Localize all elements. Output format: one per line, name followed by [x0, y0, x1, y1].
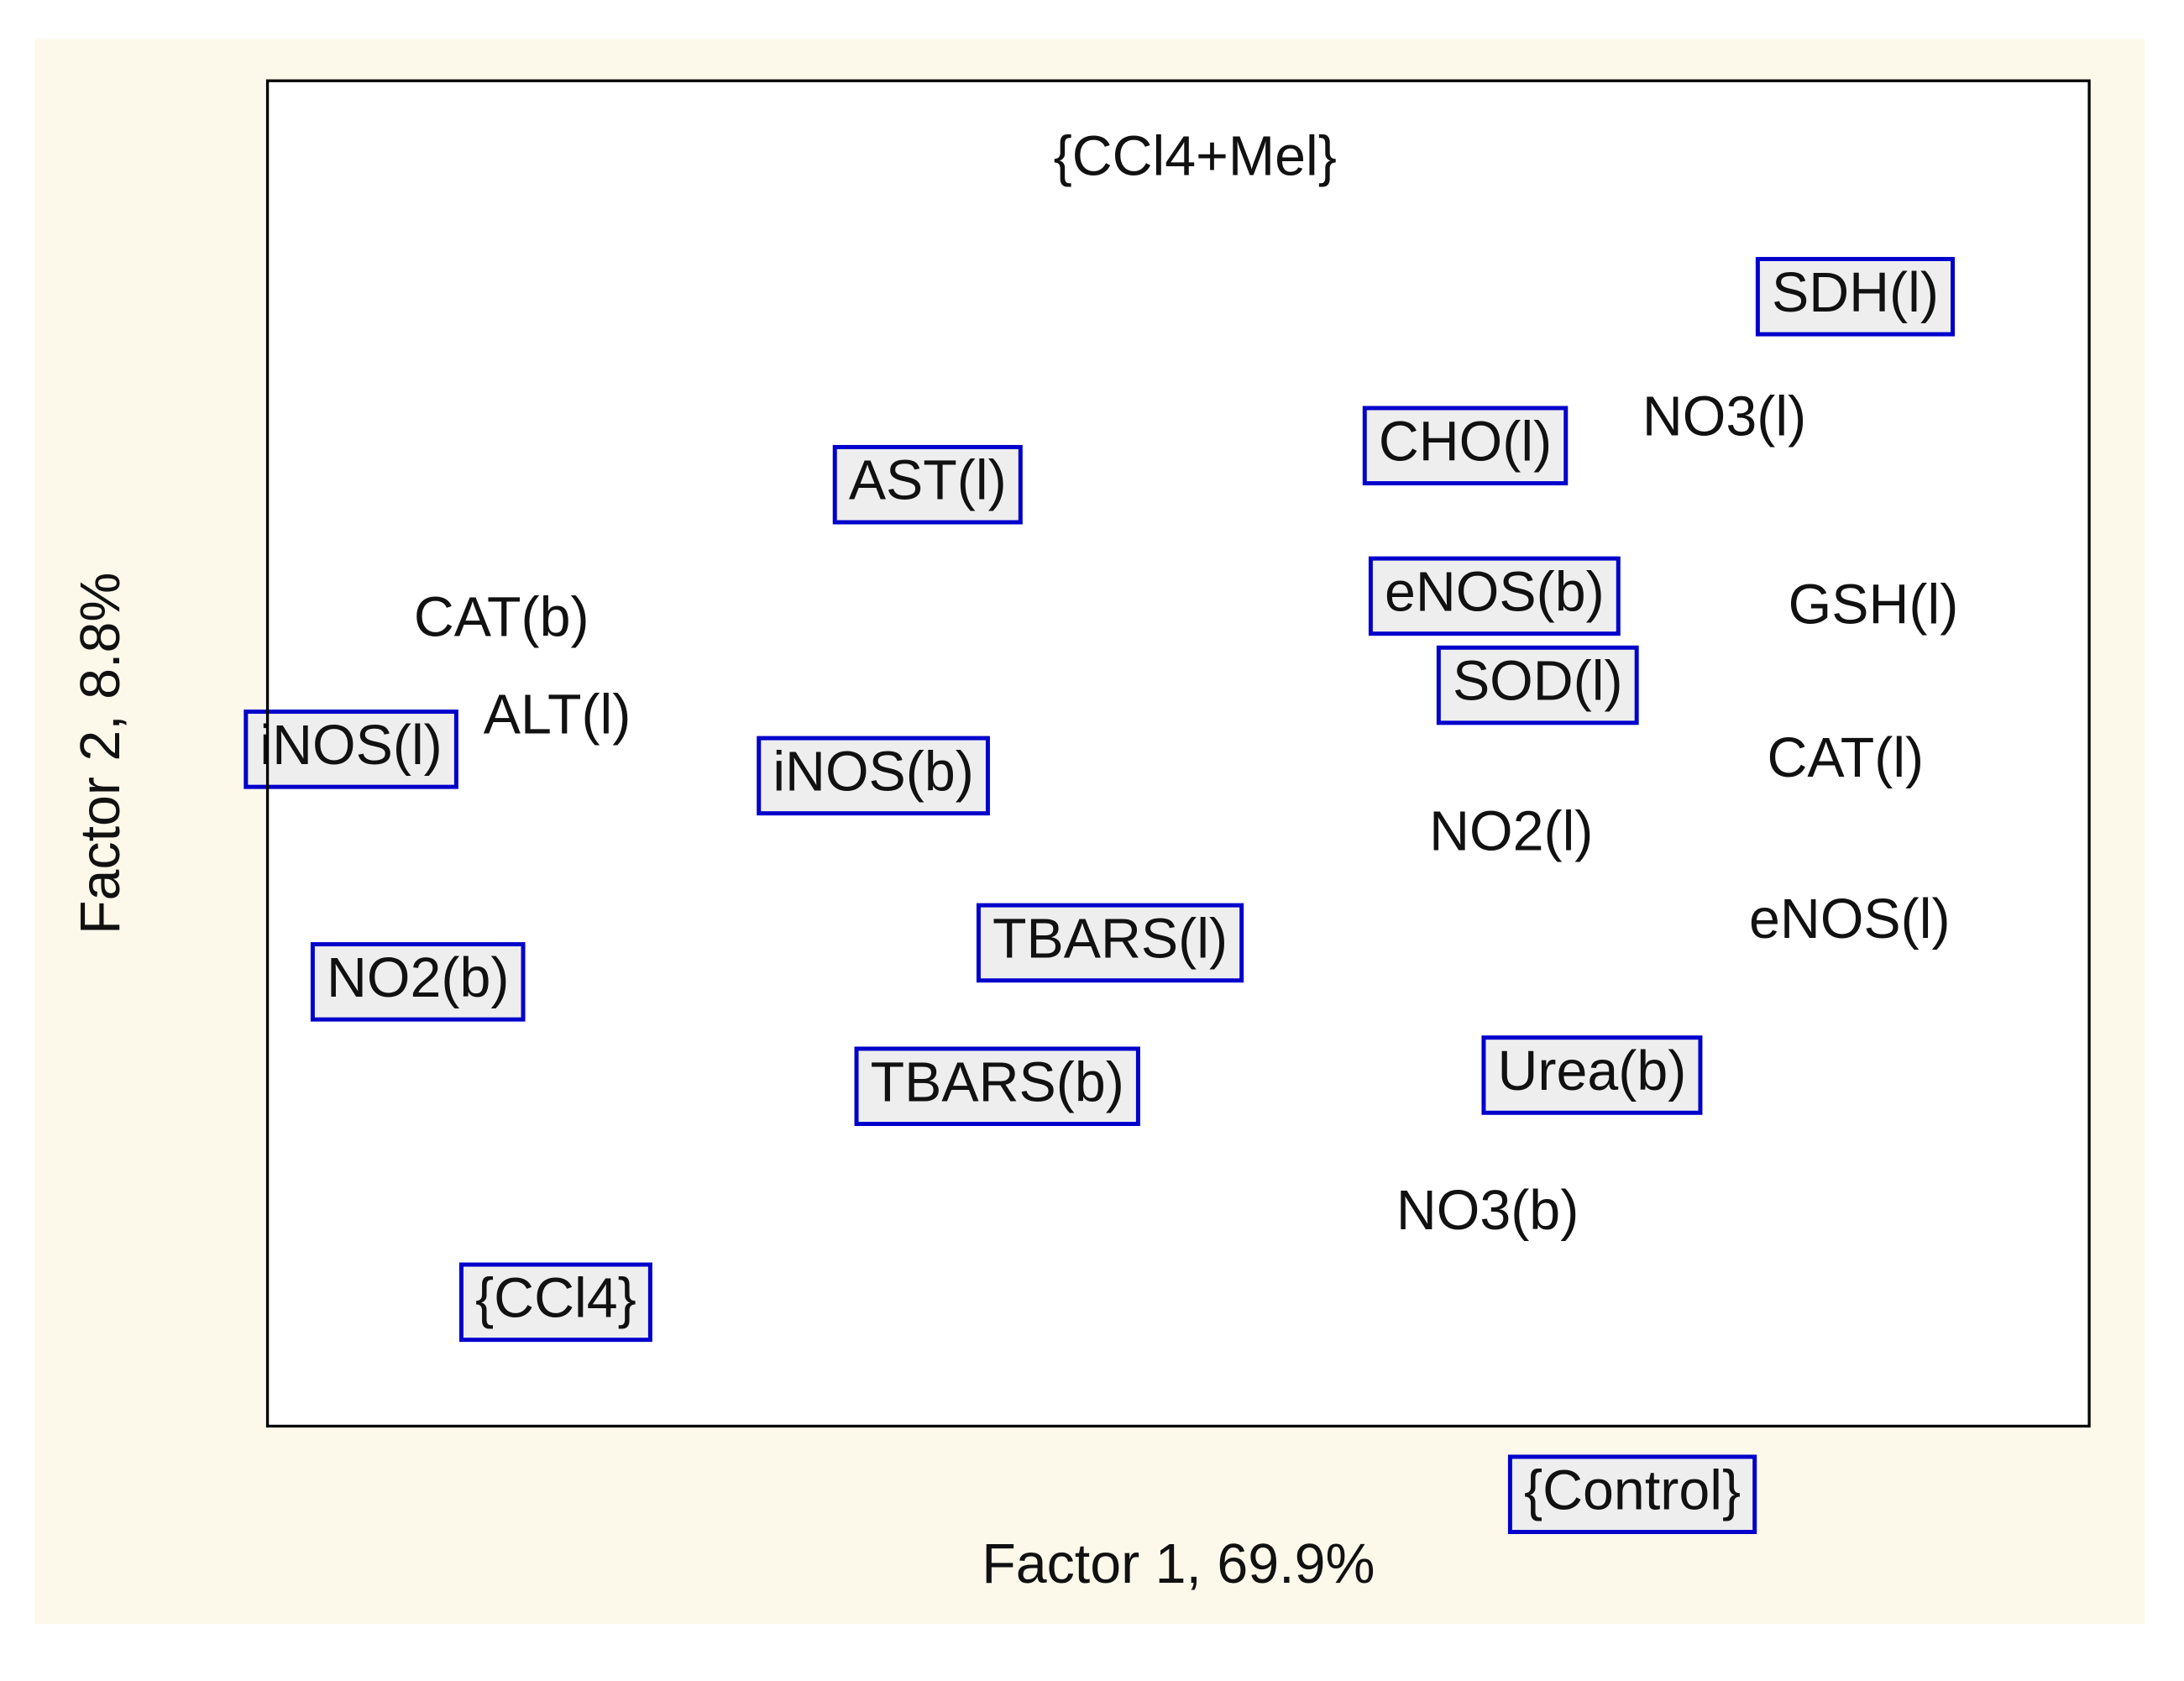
label-group: TBARS(b) [854, 1046, 1140, 1127]
y-axis-title: Factor 2, 8.8% [70, 573, 132, 935]
label-group: NO2(l) [1429, 801, 1593, 863]
label-group: GSH(l) [1789, 573, 1959, 636]
point-label: SDH(l) [1772, 262, 1939, 324]
label-group: Urea(b) [1481, 1035, 1703, 1115]
label-group: CAT(l) [1768, 727, 1925, 789]
label-group: TBARS(l) [976, 903, 1244, 983]
label-group: iNOS(l) [244, 710, 458, 789]
point-label: {CCl4} [475, 1267, 636, 1329]
label-group: iNOS(b) [757, 736, 990, 816]
label-group: {CCl4} [458, 1262, 652, 1343]
point-label: CAT(l) [1768, 727, 1925, 789]
label-box [832, 444, 1023, 525]
point-label: eNOS(l) [1749, 888, 1951, 950]
point-label: NO2(l) [1429, 801, 1593, 863]
label-group: CHO(l) [1362, 406, 1569, 486]
label-group: {Control} [1507, 1454, 1757, 1535]
label-group: NO3(b) [1396, 1180, 1579, 1242]
label-box [757, 736, 990, 816]
label-box [976, 903, 1244, 983]
label-group: SOD(l) [1436, 645, 1639, 725]
plot-frame [265, 79, 2091, 1428]
point-label: {CCl4+Mel} [1054, 125, 1337, 187]
label-box [458, 1262, 652, 1343]
label-group: eNOS(l) [1749, 888, 1951, 950]
label-group: ALT(l) [484, 683, 631, 746]
point-label: eNOS(b) [1385, 561, 1605, 623]
label-box [1368, 556, 1621, 636]
point-label: GSH(l) [1789, 573, 1959, 636]
label-box [1362, 406, 1569, 486]
label-group: eNOS(b) [1368, 556, 1621, 636]
label-group: {CCl4+Mel} [1054, 125, 1337, 187]
point-label: iNOS(l) [259, 715, 442, 777]
point-labels: {CCl4+Mel} SDH(l) NO3(l) CHO(l) eNOS(b) SOD(l… [244, 125, 1959, 1535]
point-label: SOD(l) [1453, 651, 1623, 713]
point-label: ALT(l) [484, 683, 631, 746]
label-box [1481, 1035, 1703, 1115]
label-box [310, 942, 526, 1022]
point-label: NO3(b) [1396, 1180, 1579, 1242]
x-axis-title: Factor 1, 69.9% [982, 1533, 1375, 1595]
point-label: iNOS(b) [773, 741, 974, 803]
label-box [1507, 1454, 1757, 1535]
point-label: NO2(b) [327, 947, 509, 1009]
label-group: AST(l) [832, 444, 1023, 525]
label-box [244, 710, 458, 789]
point-label: CAT(b) [414, 586, 589, 648]
point-label: TBARS(b) [871, 1051, 1124, 1113]
label-box [854, 1046, 1140, 1127]
label-box [1436, 645, 1639, 725]
point-label: CHO(l) [1379, 411, 1552, 473]
label-group: CAT(b) [414, 586, 589, 648]
label-group: NO2(b) [310, 942, 526, 1022]
label-group: SDH(l) [1755, 257, 1955, 337]
label-box [1755, 257, 1955, 337]
point-label: AST(l) [849, 450, 1007, 512]
point-label: NO3(l) [1642, 385, 1806, 448]
label-group: NO3(l) [1642, 385, 1806, 448]
point-label: {Control} [1524, 1459, 1741, 1521]
point-label: TBARS(l) [992, 908, 1228, 970]
point-label: Urea(b) [1498, 1040, 1687, 1102]
